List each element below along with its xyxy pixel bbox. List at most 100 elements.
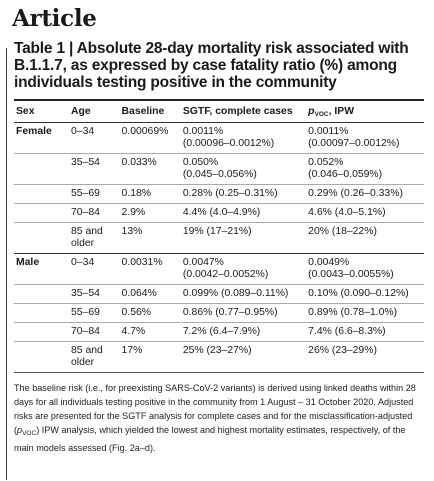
- left-border-rule: [6, 48, 7, 480]
- col-header-ipw-rest: , IPW: [328, 106, 355, 117]
- age-cell: 0–34: [69, 122, 120, 154]
- ipw-cell-line: 4.6% (4.0–5.1%): [308, 207, 386, 218]
- sgtf-cell-line: 25% (23–27%): [182, 345, 252, 356]
- sgtf-cell-line: (0.00096–0.0012%): [182, 138, 275, 149]
- sex-cell: [14, 341, 70, 372]
- sgtf-cell-line: 0.0047%: [182, 257, 224, 268]
- sex-cell: Male: [14, 253, 70, 285]
- footnote-part2: ) IPW analysis, which yielded the lowest…: [14, 425, 406, 453]
- table-row: 70–84 2.9% 4.4% (4.0–4.9%) 4.6% (4.0–5.1%): [14, 203, 424, 223]
- table-container: Table 1 | Absolute 28-day mortality risk…: [14, 40, 424, 455]
- sgtf-cell: 0.099% (0.089–0.11%): [180, 284, 307, 304]
- sex-cell: [14, 184, 70, 204]
- sgtf-cell-line: 0.050%: [182, 157, 219, 168]
- baseline-cell: 4.7%: [119, 322, 181, 342]
- baseline-cell: 0.00069%: [119, 122, 181, 154]
- col-header-sex: Sex: [16, 106, 35, 117]
- ipw-cell-line: 0.89% (0.78–1.0%): [308, 307, 398, 318]
- table-footnote: The baseline risk (i.e., for preexisting…: [14, 381, 424, 455]
- ipw-cell-line: 20% (18–22%): [308, 226, 377, 237]
- sex-cell: [14, 322, 70, 342]
- ipw-cell-line: 26% (23–29%): [308, 345, 377, 356]
- ipw-cell-line: (0.0043–0.0055%): [308, 269, 394, 280]
- baseline-cell: 0.064%: [119, 284, 181, 304]
- sgtf-cell-line: 19% (17–21%): [182, 226, 252, 237]
- article-label: Article: [12, 5, 97, 32]
- table-body: Female 0–34 0.00069% 0.0011% (0.00096–0.0012…: [14, 122, 424, 372]
- ipw-cell-line: 0.052%: [308, 157, 344, 168]
- ipw-cell: 26% (23–29%): [306, 341, 424, 372]
- ipw-cell: 0.052% (0.046–0.059%): [306, 153, 424, 185]
- age-cell: 35–54: [69, 153, 120, 185]
- table-row: 85 and older 13% 19% (17–21%) 20% (18–22%): [14, 222, 424, 254]
- age-cell-line: older: [71, 238, 95, 249]
- age-cell: 85 and older: [69, 222, 120, 254]
- baseline-cell: 0.56%: [119, 303, 181, 323]
- table-top-rule: [14, 99, 424, 101]
- baseline-cell: 13%: [119, 222, 181, 254]
- table-row: 35–54 0.033% 0.050% (0.045–0.056%) 0.052% (0.…: [14, 153, 424, 185]
- sgtf-cell: 4.4% (4.0–4.9%): [180, 203, 307, 223]
- baseline-cell: 0.033%: [119, 153, 181, 185]
- ipw-cell-line: 0.10% (0.090–0.12%): [308, 288, 409, 299]
- age-cell: 0–34: [69, 253, 120, 285]
- ipw-cell: 7.4% (6.6–8.3%): [306, 322, 424, 342]
- sgtf-cell-line: 7.2% (6.4–7.9%): [182, 326, 261, 337]
- age-cell: 35–54: [69, 284, 120, 304]
- col-header-ipw: pVOC, IPW: [306, 101, 424, 123]
- sgtf-cell: 0.0011% (0.00096–0.0012%): [180, 122, 307, 154]
- col-header-ipw-sub: VOC: [314, 111, 329, 118]
- ipw-cell: 0.0011% (0.00097–0.0012%): [306, 122, 424, 154]
- sgtf-cell: 25% (23–27%): [180, 341, 307, 372]
- table-row: 35–54 0.064% 0.099% (0.089–0.11%) 0.10% (0.…: [14, 284, 424, 304]
- sgtf-cell-line: 0.86% (0.77–0.95%): [182, 307, 278, 318]
- footnote-part1: The baseline risk (i.e., for preexisting…: [14, 383, 416, 435]
- baseline-cell: 2.9%: [119, 203, 181, 223]
- table-row: Male 0–34 0.0031% 0.0047% (0.0042–0.0052%) 0.…: [14, 253, 424, 285]
- col-header-age: Age: [71, 106, 91, 117]
- sex-cell: [14, 222, 70, 254]
- ipw-cell-line: (0.00097–0.0012%): [308, 138, 400, 149]
- sgtf-cell-line: (0.045–0.056%): [182, 169, 257, 180]
- ipw-cell: 0.10% (0.090–0.12%): [306, 284, 424, 304]
- age-cell: 70–84: [69, 322, 120, 342]
- sgtf-cell-line: 0.0011%: [182, 126, 224, 137]
- table-bottom-rule: [14, 372, 424, 373]
- ipw-cell: 0.29% (0.26–0.33%): [306, 184, 424, 204]
- age-cell-line: 85 and: [71, 226, 103, 237]
- table-row: 55–69 0.18% 0.28% (0.25–0.31%) 0.29% (0.26–…: [14, 184, 424, 204]
- sgtf-cell: 0.86% (0.77–0.95%): [180, 303, 307, 323]
- age-cell-line: older: [71, 357, 95, 368]
- ipw-cell: 20% (18–22%): [306, 222, 424, 254]
- table-caption: Table 1 | Absolute 28-day mortality risk…: [14, 40, 409, 91]
- table-header-row: Sex Age Baseline SGTF, complete cases pV…: [14, 101, 424, 123]
- sgtf-cell: 0.050% (0.045–0.056%): [180, 153, 307, 185]
- sgtf-cell-line: (0.0042–0.0052%): [182, 269, 269, 280]
- col-header-baseline: Baseline: [121, 106, 165, 117]
- ipw-cell-line: 0.0011%: [308, 126, 349, 137]
- age-cell: 85 and older: [69, 341, 120, 372]
- age-cell: 55–69: [69, 303, 120, 323]
- ipw-cell: 4.6% (4.0–5.1%): [306, 203, 424, 223]
- age-cell: 55–69: [69, 184, 120, 204]
- baseline-cell: 0.18%: [119, 184, 181, 204]
- table-row: 85 and older 17% 25% (23–27%) 26% (23–29%): [14, 341, 424, 372]
- sgtf-cell-line: 4.4% (4.0–4.9%): [182, 207, 261, 218]
- baseline-cell: 17%: [119, 341, 181, 372]
- ipw-cell-line: (0.046–0.059%): [308, 169, 383, 180]
- sex-cell: [14, 303, 70, 323]
- ipw-cell-line: 0.29% (0.26–0.33%): [308, 188, 403, 199]
- age-cell: 70–84: [69, 203, 120, 223]
- baseline-cell: 0.0031%: [119, 253, 181, 285]
- ipw-cell: 0.0049% (0.0043–0.0055%): [306, 253, 424, 285]
- sgtf-cell-line: 0.28% (0.25–0.31%): [182, 188, 278, 199]
- col-header-sgtf: SGTF, complete cases: [182, 106, 293, 117]
- sgtf-cell: 0.0047% (0.0042–0.0052%): [180, 253, 307, 285]
- col-header-ipw-p: p: [308, 106, 315, 117]
- sgtf-cell: 19% (17–21%): [180, 222, 307, 254]
- footnote-p: p: [17, 425, 23, 435]
- table-row: 55–69 0.56% 0.86% (0.77–0.95%) 0.89% (0.78–…: [14, 303, 424, 323]
- sex-cell: Female: [14, 122, 70, 154]
- sex-cell: [14, 153, 70, 185]
- article-panel: Article Table 1 | Absolute 28-day mortal…: [6, 4, 424, 480]
